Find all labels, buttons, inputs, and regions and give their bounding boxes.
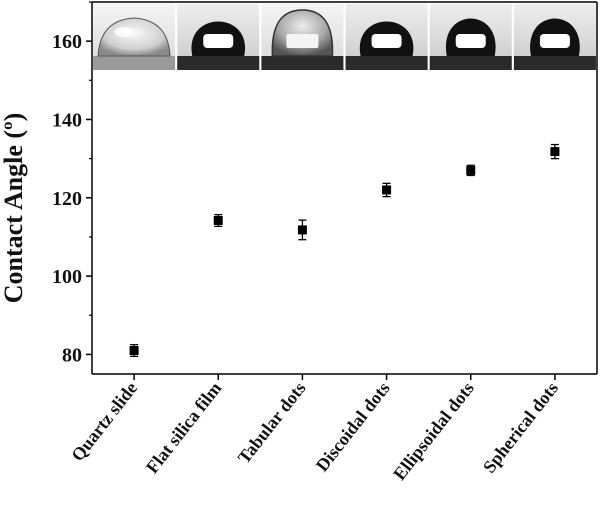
y-tick-label: 100	[52, 266, 82, 288]
plot-axes: 80 100 120 140 160 Quartz slide Flat silica fi…	[52, 1, 598, 484]
data-point	[382, 185, 392, 195]
y-tick-label: 120	[52, 188, 82, 210]
data-point	[213, 216, 223, 226]
x-tick-label: Spherical dots	[479, 378, 562, 477]
data-point	[550, 147, 560, 157]
droplet-photo-medium	[261, 4, 344, 70]
droplet-photo-dark	[177, 4, 260, 70]
droplet-photo-dark-tall	[429, 4, 512, 70]
x-tick-label: Quartz slide	[67, 378, 141, 465]
data-point	[466, 165, 476, 175]
data-marks	[129, 143, 560, 358]
y-tick-label: 80	[62, 344, 82, 366]
droplet-photo-flat	[93, 4, 176, 70]
x-tick-label: Discoidal dots	[312, 378, 394, 475]
droplet-photo-dark-tall	[513, 4, 596, 70]
data-point	[297, 225, 307, 235]
droplet-photo-dark	[345, 4, 428, 70]
y-axis-title: Contact Angle (º)	[0, 113, 28, 304]
inset-photos	[93, 4, 596, 70]
y-tick-label: 140	[52, 109, 82, 131]
x-tick-label: Ellipsoidal dots	[389, 378, 478, 484]
y-tick-label: 160	[52, 31, 82, 53]
x-tick-label: Flat silica film	[142, 378, 225, 477]
x-tick-label: Tabular dots	[234, 378, 310, 467]
data-point	[129, 346, 139, 356]
